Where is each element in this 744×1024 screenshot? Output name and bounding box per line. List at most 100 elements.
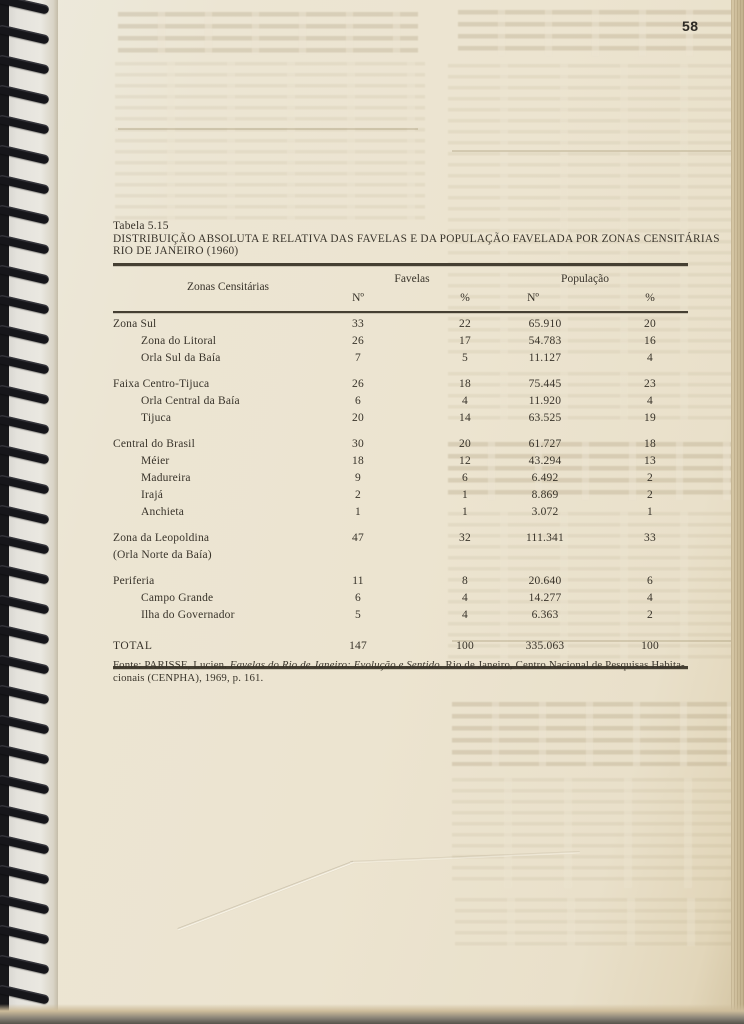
col-group-populacao: População xyxy=(561,272,609,285)
row-label: Central do Brasil xyxy=(113,438,195,450)
bleed-through-rule xyxy=(118,128,418,130)
row-label: Madureira xyxy=(141,472,191,484)
row-value: 16 xyxy=(644,335,656,347)
table-row: Tijuca 20 14 63.525 19 xyxy=(113,412,688,429)
col-header-favelas-no: Nº xyxy=(352,291,364,304)
col-header-populacao-no: Nº xyxy=(527,291,539,304)
table-rule-bottom xyxy=(113,666,688,669)
row-value: 6.492 xyxy=(531,472,559,484)
source-line2: cionais (CENPHA), 1969, p. 161. xyxy=(113,672,264,684)
row-value: 18 xyxy=(644,438,656,450)
row-value: 4 xyxy=(647,352,653,364)
table-row: Zona do Litoral 26 17 54.783 16 xyxy=(113,335,688,352)
row-value: 1 xyxy=(462,506,468,518)
row-value: 11.127 xyxy=(528,352,562,364)
table-title-line1: DISTRIBUIÇÃO ABSOLUTA E RELATIVA DAS FAV… xyxy=(113,233,720,245)
row-value: 8 xyxy=(462,575,468,587)
row-value: 4 xyxy=(462,609,468,621)
row-value: 32 xyxy=(459,532,471,544)
row-value: 2 xyxy=(647,489,653,501)
table-title-line2: RIO DE JANEIRO (1960) xyxy=(113,245,239,257)
table-row: Campo Grande 6 4 14.277 4 xyxy=(113,592,688,609)
row-value: 1 xyxy=(647,506,653,518)
table-row: Orla Sul da Baía 7 5 11.127 4 xyxy=(113,352,688,369)
source-note: Fonte: PARISSE, Lucien. Favelas do Rio d… xyxy=(113,659,691,685)
row-value: 6 xyxy=(647,575,653,587)
row-value: 2 xyxy=(355,489,361,501)
row-value: 13 xyxy=(644,455,656,467)
row-value: 14 xyxy=(459,412,471,424)
row-label: (Orla Norte da Baía) xyxy=(113,549,212,561)
table-row: Ilha do Governador 5 4 6.363 2 xyxy=(113,609,688,626)
table-rule-header xyxy=(113,310,688,313)
row-label: Ilha do Governador xyxy=(141,609,235,621)
row-value: 4 xyxy=(647,592,653,604)
table-row: Méier 18 12 43.294 13 xyxy=(113,455,688,472)
row-value: 20 xyxy=(644,318,656,330)
row-label: Orla Central da Baía xyxy=(141,395,240,407)
row-value: 1 xyxy=(355,506,361,518)
row-value: 18 xyxy=(459,378,471,390)
row-value: 6 xyxy=(355,592,361,604)
row-label: TOTAL xyxy=(113,640,153,652)
row-label: Periferia xyxy=(113,575,155,587)
row-value: 6.363 xyxy=(531,609,559,621)
bleed-through-rule xyxy=(452,150,740,152)
table-caption: Tabela 5.15 xyxy=(113,220,169,232)
col-header-favelas-pct: % xyxy=(460,291,470,304)
source-prefix: Fonte: PARISSE, Lucien. xyxy=(113,659,230,671)
row-label: Irajá xyxy=(141,489,164,501)
table-rule-top xyxy=(113,263,688,266)
row-value: 65.910 xyxy=(528,318,562,330)
bleed-through-rule xyxy=(452,640,740,642)
row-value: 6 xyxy=(355,395,361,407)
source-title-italic: Favelas do Rio de Janeiro: Evolução e Se… xyxy=(229,659,443,671)
col-group-favelas: Favelas xyxy=(394,272,430,285)
row-value: 33 xyxy=(644,532,656,544)
table-row: Zona Sul 33 22 65.910 20 xyxy=(113,318,688,335)
col-header-zonas: Zonas Censitárias xyxy=(186,280,270,293)
row-value: 19 xyxy=(644,412,656,424)
row-label: Tijuca xyxy=(141,412,172,424)
data-table: Zonas Censitárias Favelas População Nº %… xyxy=(113,263,688,669)
row-label: Zona Sul xyxy=(113,318,157,330)
row-value: 4 xyxy=(462,395,468,407)
table-header: Zonas Censitárias Favelas População Nº %… xyxy=(113,266,688,311)
row-value: 20.640 xyxy=(528,575,562,587)
row-value: 111.341 xyxy=(526,532,564,544)
table-body: Zona Sul 33 22 65.910 20 Zona do Litoral 26 17 5… xyxy=(113,313,688,659)
row-label: Faixa Centro-Tijuca xyxy=(113,378,210,390)
row-value: 22 xyxy=(459,318,471,330)
row-label: Zona da Leopoldina xyxy=(113,532,210,544)
row-value: 18 xyxy=(352,455,364,467)
row-label: Orla Sul da Baía xyxy=(141,352,221,364)
row-value: 100 xyxy=(641,640,659,652)
row-value: 4 xyxy=(462,592,468,604)
page-number: 58 xyxy=(682,18,699,34)
page-edge-right xyxy=(731,0,744,1024)
row-value: 47 xyxy=(352,532,364,544)
row-value: 335.063 xyxy=(525,640,565,652)
row-value: 26 xyxy=(352,335,364,347)
row-value: 33 xyxy=(352,318,364,330)
table-row: Central do Brasil 30 20 61.727 18 xyxy=(113,438,688,455)
row-value: 7 xyxy=(355,352,361,364)
row-value: 30 xyxy=(352,438,364,450)
row-value: 17 xyxy=(459,335,471,347)
page-edge-bottom xyxy=(0,1004,744,1024)
col-header-populacao-pct: % xyxy=(645,291,655,304)
row-value: 5 xyxy=(355,609,361,621)
row-value: 43.294 xyxy=(528,455,562,467)
table-row: Anchieta 1 1 3.072 1 xyxy=(113,506,688,523)
row-value: 100 xyxy=(456,640,474,652)
row-label: Anchieta xyxy=(141,506,185,518)
row-value: 9 xyxy=(355,472,361,484)
table-row: Periferia 11 8 20.640 6 xyxy=(113,575,688,592)
row-value: 63.525 xyxy=(528,412,562,424)
row-value: 2 xyxy=(647,609,653,621)
row-value: 11 xyxy=(352,575,364,587)
row-value: 54.783 xyxy=(528,335,562,347)
row-value: 147 xyxy=(349,640,367,652)
table-row: Orla Central da Baía 6 4 11.920 4 xyxy=(113,395,688,412)
